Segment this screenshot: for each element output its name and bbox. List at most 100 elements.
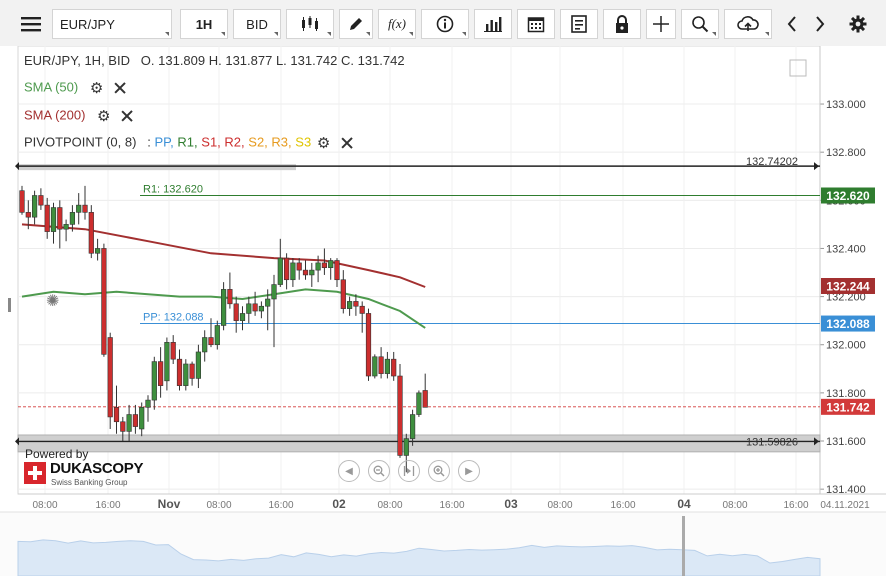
report-button[interactable] bbox=[560, 9, 598, 39]
y-tick-label: 132.400 bbox=[826, 243, 866, 255]
bar-chart-icon bbox=[484, 17, 502, 32]
candle-body bbox=[309, 269, 315, 276]
sma200-price-tag-bg bbox=[821, 278, 875, 295]
candle-body bbox=[340, 279, 346, 309]
pivot-r2: R2, bbox=[224, 134, 245, 150]
x-tick-label: 08:00 bbox=[32, 500, 57, 511]
x-tick-label: 16:00 bbox=[783, 500, 808, 511]
pencil-icon bbox=[350, 18, 362, 30]
x-tick-label: 16:00 bbox=[439, 500, 464, 511]
fit-icon bbox=[403, 466, 415, 476]
sma50-settings-icon[interactable]: ⚙ bbox=[89, 80, 104, 97]
reset-zoom-button[interactable] bbox=[398, 460, 420, 482]
x-tick-label: 04.11.2021 bbox=[820, 500, 870, 511]
draw-tool-button[interactable] bbox=[339, 9, 373, 39]
candle-body bbox=[76, 204, 82, 213]
candle-body bbox=[409, 414, 416, 439]
crosshair-button[interactable] bbox=[646, 9, 676, 39]
calendar-button[interactable] bbox=[517, 9, 555, 39]
y-tick-label: 132.800 bbox=[826, 147, 866, 159]
nav-forward-button[interactable]: ▶ bbox=[458, 460, 480, 482]
candle-body bbox=[82, 204, 88, 213]
candle-body bbox=[334, 260, 340, 281]
ohlc-readout: EUR/JPY, 1H, BID O. 131.809 H. 131.877 L… bbox=[24, 53, 405, 68]
sma200-settings-icon[interactable]: ⚙ bbox=[97, 108, 111, 125]
x-tick-label: 04 bbox=[677, 497, 691, 511]
lock-button[interactable] bbox=[603, 9, 641, 39]
chevron-right-icon bbox=[816, 16, 825, 32]
candle-body bbox=[176, 358, 183, 386]
volume-button[interactable] bbox=[474, 9, 512, 39]
zoom-out-button[interactable] bbox=[368, 460, 390, 482]
ohlc-legend: EUR/JPY, 1H, BID O. 131.809 H. 131.877 L… bbox=[24, 53, 405, 68]
timeframe-selector[interactable]: 1H bbox=[180, 9, 228, 39]
candle-body bbox=[183, 363, 189, 386]
candle-body bbox=[145, 399, 151, 408]
price-side-label: BID bbox=[246, 16, 268, 32]
candle-body bbox=[31, 195, 38, 218]
pivot-s1: S1, bbox=[201, 134, 221, 150]
info-button[interactable] bbox=[421, 9, 469, 39]
candle-body bbox=[158, 361, 164, 386]
zoom-button[interactable] bbox=[681, 9, 719, 39]
indicators-button[interactable]: f(x) bbox=[378, 9, 416, 39]
x-tick-label: 08:00 bbox=[206, 500, 231, 511]
price-chart[interactable]: 133.000132.800132.600132.400132.200132.0… bbox=[0, 46, 886, 576]
scroll-right-button[interactable] bbox=[808, 9, 832, 39]
candle-body bbox=[246, 303, 252, 314]
pivot-close-icon[interactable] bbox=[340, 136, 354, 150]
r1-price-tag: 132.620 bbox=[826, 189, 870, 203]
pivot-settings-icon[interactable]: ⚙ bbox=[316, 135, 331, 152]
symbol-selector[interactable]: EUR/JPY bbox=[52, 9, 172, 39]
toolbar: EUR/JPY 1H BID f(x) bbox=[0, 0, 886, 47]
candle-body bbox=[25, 212, 31, 218]
x-tick-label: Nov bbox=[158, 497, 181, 511]
candle-body bbox=[195, 351, 202, 379]
resistance-zone bbox=[18, 164, 296, 171]
zoom-in-button[interactable] bbox=[428, 460, 450, 482]
gear-icon bbox=[849, 15, 867, 33]
candles bbox=[19, 185, 428, 473]
r1-price-tag-bg bbox=[821, 187, 875, 204]
candle-body bbox=[88, 212, 94, 254]
pp-label: PP: 132.088 bbox=[143, 312, 204, 324]
menu-button[interactable] bbox=[14, 9, 48, 39]
chart-type-button[interactable] bbox=[286, 9, 334, 39]
upload-button[interactable] bbox=[724, 9, 772, 39]
candle-body bbox=[214, 325, 220, 346]
sma200-price-tag: 132.244 bbox=[826, 280, 870, 294]
y-tick-label: 131.400 bbox=[826, 484, 866, 496]
swiss-cross-icon bbox=[24, 462, 46, 484]
dukascopy-logo[interactable]: DUKASCOPY Swiss Banking Group bbox=[24, 460, 144, 488]
lower-arrow-right bbox=[814, 437, 819, 446]
logo-tagline: Swiss Banking Group bbox=[51, 478, 128, 487]
candle-body bbox=[113, 407, 120, 423]
sma200-label: SMA (200) bbox=[24, 107, 86, 123]
scroll-left-button[interactable] bbox=[780, 9, 804, 39]
settings-button[interactable] bbox=[843, 9, 873, 39]
x-tick-label: 16:00 bbox=[610, 500, 635, 511]
lock-icon bbox=[616, 15, 628, 33]
candle-body bbox=[57, 207, 63, 230]
chevron-left-icon bbox=[787, 16, 796, 32]
candle-body bbox=[359, 305, 365, 314]
sma200-close-icon[interactable] bbox=[120, 109, 134, 123]
candle-body bbox=[353, 301, 359, 307]
pivot-label: PIVOTPOINT (0, 8) : bbox=[24, 134, 155, 150]
fx-icon: f(x) bbox=[387, 16, 407, 31]
candle-body bbox=[328, 260, 334, 269]
x-tick-label: 02 bbox=[332, 497, 346, 511]
candle-body bbox=[50, 207, 57, 232]
pivot-r1: R1, bbox=[177, 134, 198, 150]
sma50-close-icon[interactable] bbox=[113, 81, 127, 95]
sma50-legend: SMA (50) ⚙ bbox=[24, 79, 127, 97]
price-side-selector[interactable]: BID bbox=[233, 9, 281, 39]
sma50-line bbox=[21, 288, 426, 329]
candle-body bbox=[346, 301, 353, 309]
support-zone bbox=[17, 434, 821, 453]
nav-back-button[interactable]: ◀ bbox=[338, 460, 360, 482]
triangle-right-icon: ▶ bbox=[465, 465, 473, 477]
x-tick-label: 16:00 bbox=[268, 500, 293, 511]
triangle-left-icon: ◀ bbox=[345, 465, 353, 477]
candle-body bbox=[132, 414, 139, 427]
